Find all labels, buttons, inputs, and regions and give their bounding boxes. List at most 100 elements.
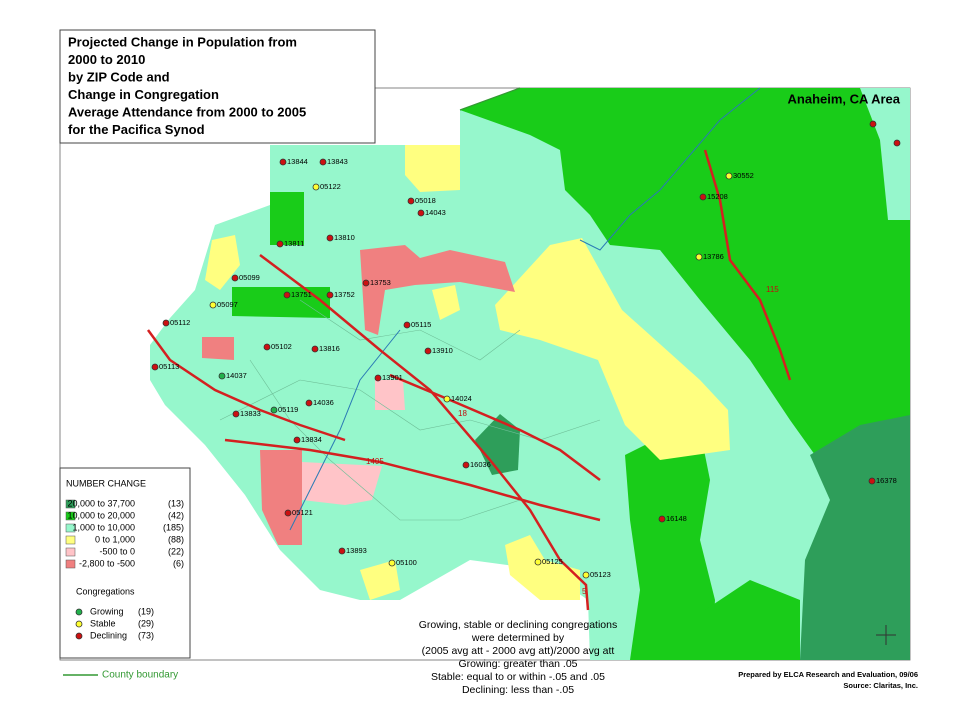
- congregation-marker: [209, 301, 217, 309]
- congregation-marker: [218, 372, 226, 380]
- title-line: Change in Congregation: [68, 87, 219, 102]
- note-line: Declining: less than -.05: [462, 684, 574, 696]
- map-regions: [59, 87, 911, 661]
- congregation-marker: [868, 477, 876, 485]
- congregation-label: 14043: [425, 208, 446, 217]
- congregation-label: 05018: [415, 196, 436, 205]
- congregation-label: 05102: [271, 342, 292, 351]
- legend-box: [59, 467, 191, 659]
- compass: [876, 625, 896, 645]
- note-line: Stable: equal to or within -.05 and .05: [431, 671, 605, 683]
- congregation-marker: [893, 139, 901, 147]
- highway-label: 115: [766, 285, 779, 294]
- congregation-label: 30552: [733, 171, 754, 180]
- congregation-label: 05122: [320, 182, 341, 191]
- congregation-marker: [407, 197, 415, 205]
- congregation-label: 13833: [240, 409, 261, 418]
- note-line: Growing, stable or declining congregatio…: [419, 619, 617, 631]
- congregation-marker: [534, 558, 542, 566]
- congregation-marker: [388, 559, 396, 567]
- congregation-label: 13751: [291, 290, 312, 299]
- legend-swatch: [65, 523, 76, 533]
- congregation-marker: [699, 193, 707, 201]
- congregation-marker: [276, 240, 284, 248]
- legend-range: -500 to 0: [99, 546, 135, 556]
- congregation-label: 13910: [432, 346, 453, 355]
- congregation-marker: [284, 509, 292, 517]
- legend-title: NUMBER CHANGE: [66, 478, 146, 488]
- legend-count: (42): [168, 510, 184, 520]
- congregation-label: 05115: [411, 320, 431, 329]
- congregation-marker: [279, 158, 287, 166]
- congregation-count: (29): [138, 618, 154, 628]
- area-label: Anaheim, CA Area: [788, 91, 901, 106]
- highway-label: 18: [458, 409, 467, 418]
- congregation-marker: [582, 571, 590, 579]
- congregation-label: 05099: [239, 273, 260, 282]
- note-line: were determined by: [471, 632, 565, 644]
- congregation-marker: [338, 547, 346, 555]
- legend-range: -2,800 to -500: [79, 558, 135, 568]
- legend-count: (6): [173, 558, 184, 568]
- congregation-label: 13810: [334, 233, 355, 242]
- title-line: by ZIP Code and: [68, 69, 170, 84]
- congregation-label: 15208: [707, 192, 728, 201]
- congregation-swatch: [75, 608, 83, 616]
- highway-label: 1405: [366, 457, 384, 466]
- congregation-marker: [725, 172, 733, 180]
- congregation-marker: [232, 410, 240, 418]
- legend-count: (22): [168, 546, 184, 556]
- congregation-label: 13811: [284, 239, 304, 248]
- congregation-marker: [162, 319, 170, 327]
- title-line: Projected Change in Population from: [68, 34, 297, 49]
- legend-swatch: [65, 559, 76, 569]
- congregation-label: 16378: [876, 476, 897, 485]
- congregation-marker: [293, 436, 301, 444]
- congregation-marker: [326, 291, 334, 299]
- legend-swatch: [65, 547, 76, 557]
- congregation-marker: [443, 395, 451, 403]
- congregation-label: 13844: [287, 157, 308, 166]
- legend-range: 1,000 to 10,000: [72, 522, 135, 532]
- congregation-label: 05112: [170, 318, 190, 327]
- congregation-label: 13893: [346, 546, 367, 555]
- title-box: [59, 29, 376, 144]
- title-line: Average Attendance from 2000 to 2005: [68, 104, 306, 119]
- congregation-marker: [869, 120, 877, 128]
- title-line: 2000 to 2010: [68, 52, 145, 67]
- legend-swatch: [65, 535, 76, 545]
- congregation-swatch: [75, 620, 83, 628]
- congregation-marker: [374, 374, 382, 382]
- congregation-marker: [658, 515, 666, 523]
- congregation-label: 14037: [226, 371, 247, 380]
- congregation-label: 13843: [327, 157, 348, 166]
- congregation-marker: [231, 274, 239, 282]
- note-line: Growing: greater than .05: [458, 658, 577, 670]
- congregation-label: 05119: [278, 405, 298, 414]
- congregation-marker: [312, 183, 320, 191]
- congregation-marker: [326, 234, 334, 242]
- congregation-label: 16036: [470, 460, 491, 469]
- congregation-label: 13834: [301, 435, 322, 444]
- congregation-name: Stable: [90, 618, 116, 628]
- county-boundary-label: County boundary: [102, 670, 178, 681]
- legend-count: (13): [168, 498, 184, 508]
- note-line: (2005 avg att - 2000 avg att)/2000 avg a…: [422, 645, 615, 657]
- congregation-label: 05125: [542, 557, 563, 566]
- credit-line: Prepared by ELCA Research and Evaluation…: [738, 670, 918, 679]
- congregation-marker: [151, 363, 159, 371]
- congregation-label: 05113: [159, 362, 179, 371]
- congregation-marker: [417, 209, 425, 217]
- congregation-label: 13901: [382, 373, 403, 382]
- congregation-marker: [283, 291, 291, 299]
- congregation-marker: [362, 279, 370, 287]
- legend-range: 10,000 to 20,000: [67, 510, 135, 520]
- congregation-label: 05121: [292, 508, 313, 517]
- congregation-marker: [263, 343, 271, 351]
- congregation-name: Growing: [90, 606, 124, 616]
- congregation-marker: [311, 345, 319, 353]
- congregation-label: 05123: [590, 570, 611, 579]
- congregation-label: 05097: [217, 300, 238, 309]
- congregation-label: 16148: [666, 514, 687, 523]
